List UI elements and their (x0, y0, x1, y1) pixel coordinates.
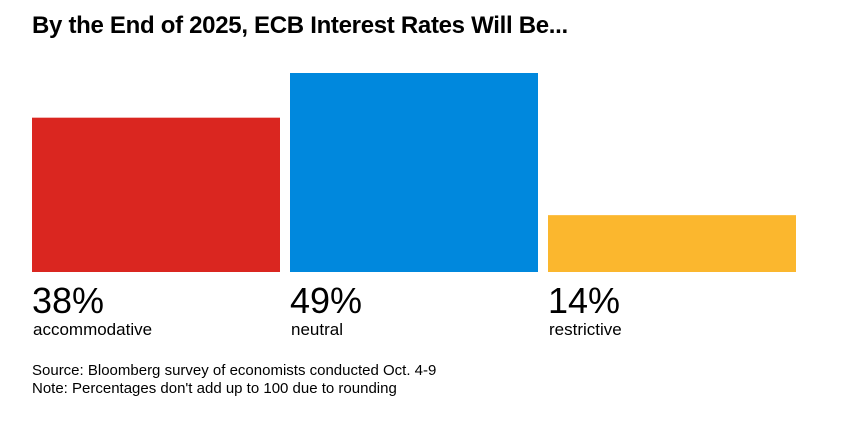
bar-neutral (290, 73, 538, 272)
bar-accommodative (32, 117, 280, 273)
chart-footer: Source: Bloomberg survey of economists c… (32, 362, 436, 398)
category-label-restrictive: restrictive (549, 320, 622, 339)
value-label-restrictive: 14% (548, 280, 620, 321)
chart-title: By the End of 2025, ECB Interest Rates W… (32, 12, 568, 39)
rounding-note: Note: Percentages don't add up to 100 du… (32, 380, 397, 397)
bar-chart: 38%accommodative 49%neutral 14%restrictive (32, 73, 796, 339)
category-label-accommodative: accommodative (33, 320, 152, 339)
value-label-accommodative: 38% (32, 280, 104, 321)
category-label-neutral: neutral (291, 320, 343, 339)
source-note: Source: Bloomberg survey of economists c… (32, 362, 437, 379)
bar-restrictive (548, 215, 796, 272)
value-label-neutral: 49% (290, 280, 362, 321)
